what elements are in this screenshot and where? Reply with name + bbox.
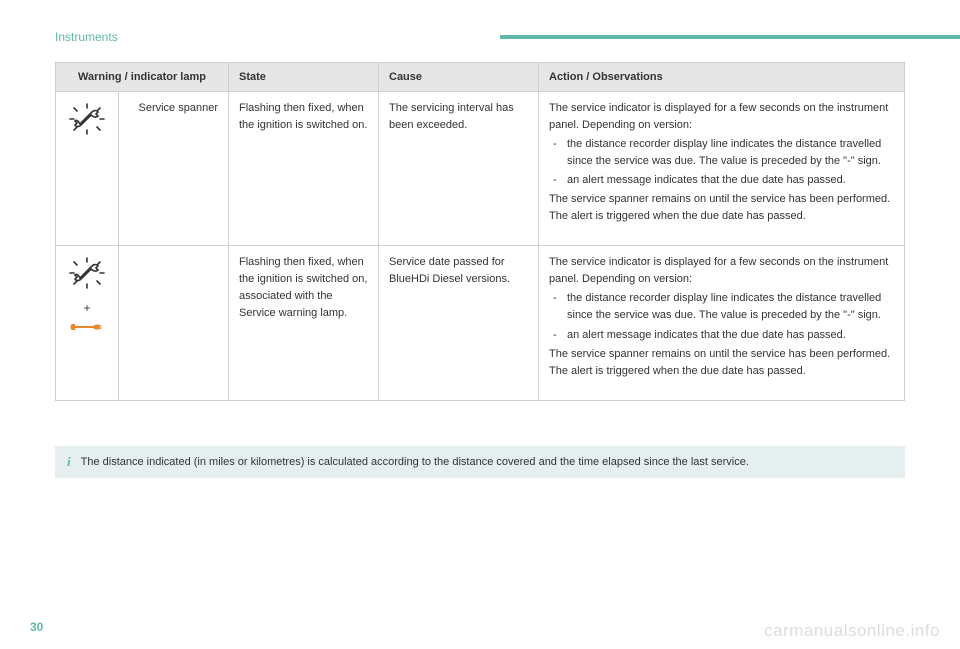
action-mid: The service spanner remains on until the… [549, 346, 894, 363]
state-cell: Flashing then fixed, when the ignition i… [229, 92, 379, 246]
icon-cell [56, 92, 119, 246]
table-row: + Flashing then fixed, when the ignition… [56, 246, 905, 400]
header-cause: Cause [379, 63, 539, 92]
cause-cell: The servicing interval has been exceeded… [379, 92, 539, 246]
section-title: Instruments [55, 30, 118, 44]
header-action: Action / Observations [539, 63, 905, 92]
info-icon: i [67, 454, 71, 470]
action-cell: The service indicator is displayed for a… [539, 92, 905, 246]
action-item: an alert message indicates that the due … [549, 327, 894, 344]
info-note-text: The distance indicated (in miles or kilo… [81, 456, 749, 468]
action-item: the distance recorder display line indic… [549, 136, 894, 170]
icon-cell: + [56, 246, 119, 400]
action-end: The alert is triggered when the due date… [549, 363, 894, 380]
action-item: an alert message indicates that the due … [549, 172, 894, 189]
info-note-box: i The distance indicated (in miles or ki… [55, 446, 905, 478]
cause-cell: Service date passed for BlueHDi Diesel v… [379, 246, 539, 400]
header-accent-bar [500, 35, 960, 39]
state-cell: Flashing then fixed, when the ignition i… [229, 246, 379, 400]
lamp-label: Service spanner [119, 92, 229, 246]
header-state: State [229, 63, 379, 92]
table-row: Service spanner Flashing then fixed, whe… [56, 92, 905, 246]
header-lamp: Warning / indicator lamp [56, 63, 229, 92]
plus-icon: + [66, 299, 108, 318]
lamp-label [119, 246, 229, 400]
warning-lamp-table: Warning / indicator lamp State Cause Act… [55, 62, 905, 401]
action-end: The alert is triggered when the due date… [549, 208, 894, 225]
action-mid: The service spanner remains on until the… [549, 191, 894, 208]
watermark: carmanualsonline.info [764, 621, 940, 641]
page-number: 30 [30, 620, 43, 634]
action-list: the distance recorder display line indic… [549, 290, 894, 343]
service-spanner-icon [66, 256, 108, 291]
service-spanner-icon [66, 102, 108, 137]
orange-spanner-icon [69, 320, 105, 334]
action-list: the distance recorder display line indic… [549, 136, 894, 189]
action-cell: The service indicator is displayed for a… [539, 246, 905, 400]
action-intro: The service indicator is displayed for a… [549, 254, 894, 288]
action-item: the distance recorder display line indic… [549, 290, 894, 324]
action-intro: The service indicator is displayed for a… [549, 100, 894, 134]
